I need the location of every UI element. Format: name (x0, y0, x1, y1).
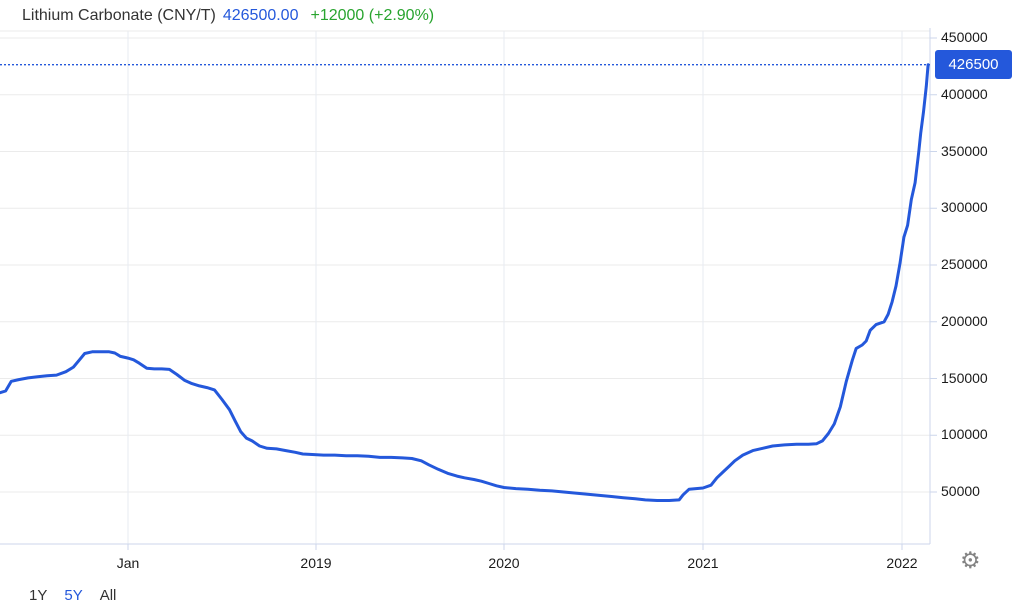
y-axis-label: 100000 (941, 426, 988, 443)
y-axis-label: 200000 (941, 312, 988, 329)
range-button-5y[interactable]: 5Y (64, 587, 83, 604)
x-axis-label: 2021 (687, 555, 719, 571)
y-axis-label: 350000 (941, 142, 988, 159)
range-button-1y[interactable]: 1Y (29, 587, 48, 604)
settings-gear-icon[interactable]: ⚙ (960, 547, 981, 573)
y-axis-label: 250000 (941, 256, 988, 272)
x-axis-label: Jan (116, 555, 140, 571)
y-axis-label: 50000 (941, 483, 980, 499)
chart-header: Lithium Carbonate (CNY/T) 426500.00 +12000… (22, 7, 434, 25)
instrument-title: Lithium Carbonate (CNY/T) (22, 7, 216, 24)
range-selector: 1Y 5Y All (29, 587, 133, 604)
current-price: 426500.00 (222, 7, 299, 24)
y-axis-label: 450000 (941, 29, 988, 45)
price-change: +12000 (+2.90%) (310, 7, 435, 24)
x-axis-label: 2020 (488, 555, 520, 571)
x-axis-label: 2019 (300, 555, 332, 571)
current-price-badge: 426500 (935, 49, 1012, 79)
y-axis-label: 300000 (941, 199, 988, 216)
price-line[interactable] (0, 63, 930, 502)
y-axis-label: 400000 (941, 85, 988, 102)
range-button-all[interactable]: All (99, 587, 117, 604)
x-axis-label: 2022 (886, 555, 918, 571)
y-axis-label: 150000 (941, 369, 988, 386)
